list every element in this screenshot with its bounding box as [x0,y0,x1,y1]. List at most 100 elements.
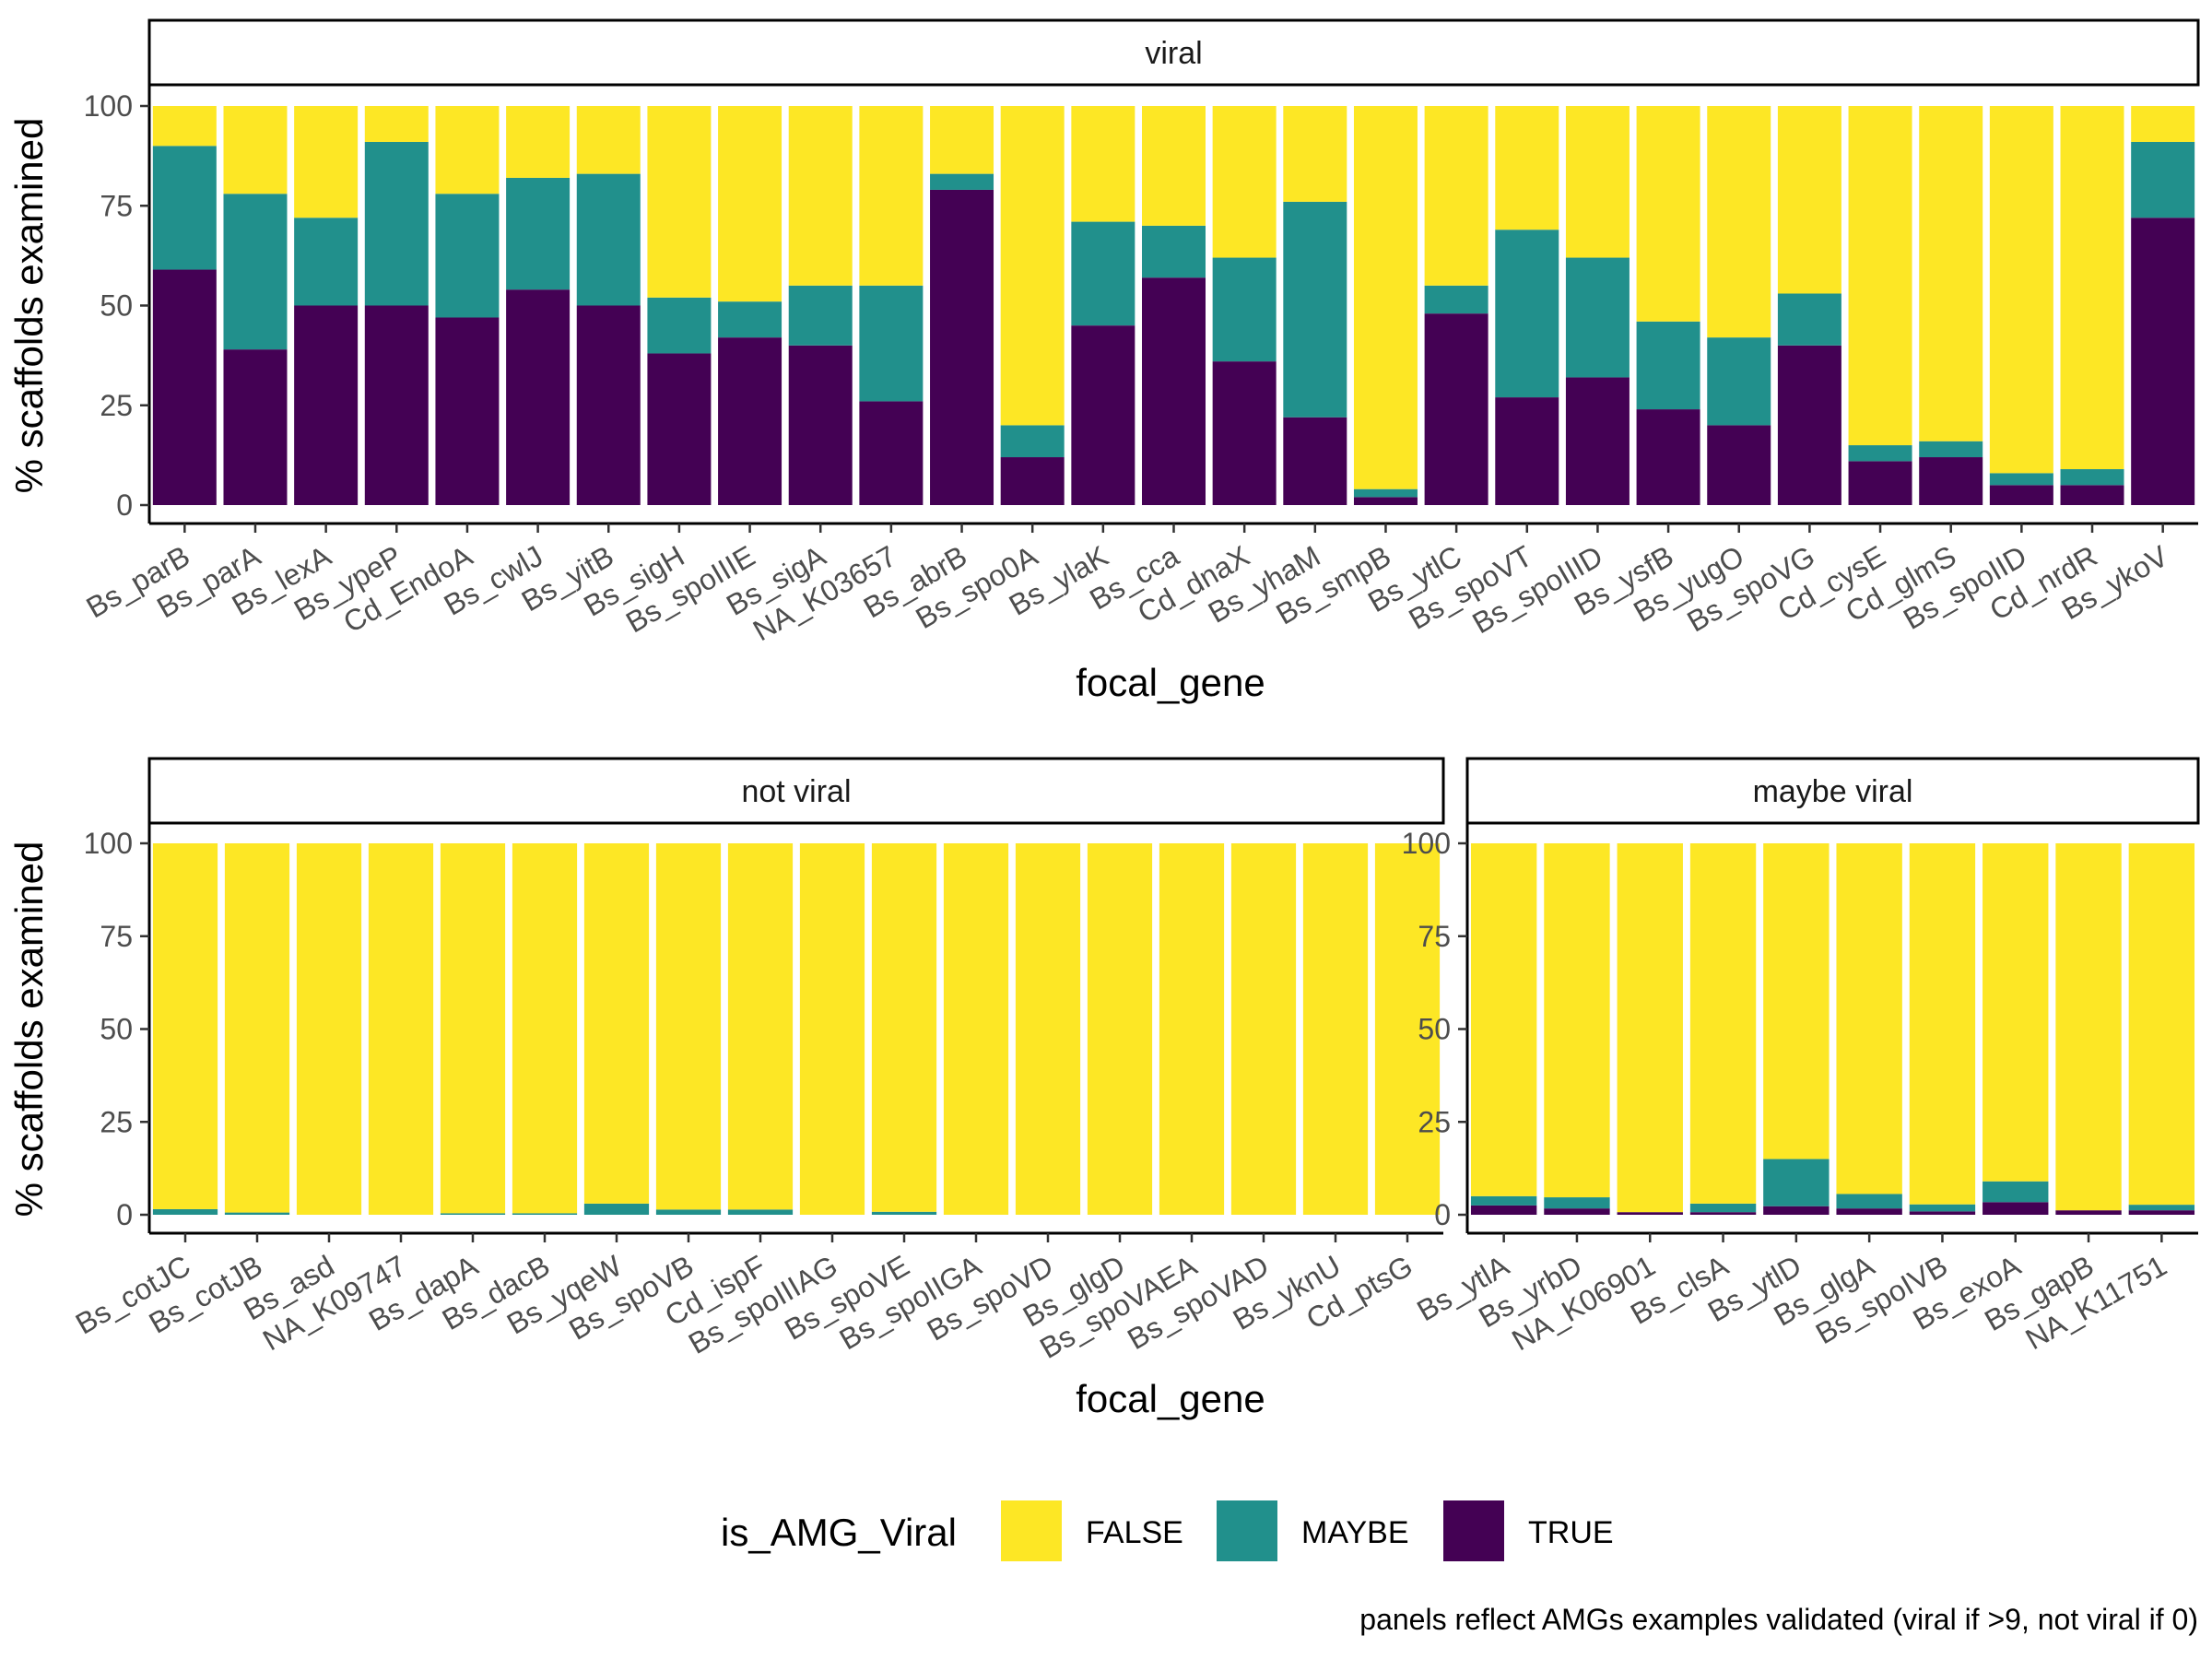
bar-segment-Bs_spoIIID-MAYBE [1565,257,1630,378]
bar-segment-Bs_glgA-MAYBE [1836,1194,1902,1209]
bar-segment-Bs_ytlC-MAYBE [1424,285,1488,314]
bar-segment-Bs_spoVG-TRUE [1777,345,1841,505]
bar-segment-Bs_cotJB-MAYBE [224,1212,290,1215]
bar-segment-Bs_spoVE-FALSE [871,843,937,1212]
bar-segment-Bs_ysfB-FALSE [1636,106,1700,322]
bar-segment-Bs_spoIVB-TRUE [1909,1211,1976,1215]
legend-label-false: FALSE [1086,1515,1183,1550]
bar-segment-Cd_nrdR-MAYBE [2060,469,2124,486]
y-tick-label: 0 [1434,1198,1451,1231]
facet-strip-label: not viral [741,774,851,809]
y-tick-label: 25 [100,1105,133,1138]
bar-segment-Bs_abrB-TRUE [930,189,994,505]
bar-segment-Bs_yugO-FALSE [1707,106,1771,338]
bar-segment-Bs_exoA-TRUE [1983,1202,2049,1215]
bar-segment-Bs_ylaK-TRUE [1071,325,1135,505]
bar-segment-Bs_lexA-FALSE [294,106,359,218]
bar-segment-Bs_ypeP-TRUE [364,305,429,505]
bar-segment-Bs_ykoV-FALSE [2131,106,2195,142]
bar-segment-Bs_dacB-MAYBE [512,1213,578,1215]
bar-segment-Cd_cysE-MAYBE [1848,445,1912,462]
bar-segment-Bs_parB-FALSE [152,106,217,147]
bar-segment-Bs_ytlA-TRUE [1470,1205,1537,1215]
bar-segment-Bs_cwlJ-MAYBE [506,177,571,290]
bar-segment-Cd_dnaX-MAYBE [1212,257,1277,362]
bar-segment-Bs_yhaM-TRUE [1283,417,1347,505]
bar-segment-Bs_dapA-MAYBE [440,1213,506,1215]
bar-segment-Bs_exoA-MAYBE [1983,1181,2049,1203]
x-axis-title: focal_gene [1076,661,1265,704]
y-tick-label: 75 [1418,920,1451,953]
bar-segment-NA_K09747-FALSE [368,843,434,1215]
bar-segment-Cd_dnaX-TRUE [1212,361,1277,505]
bar-segment-Bs_parB-MAYBE [152,146,217,270]
bar-segment-Bs_yhaM-FALSE [1283,106,1347,202]
bar-segment-Bs_yrbD-TRUE [1544,1208,1610,1215]
bar-segment-Bs_exoA-FALSE [1983,843,2049,1182]
y-tick-label: 75 [100,920,133,953]
bar-segment-Bs_spoIVB-MAYBE [1909,1204,1976,1212]
x-axis-title: focal_gene [1076,1377,1265,1420]
bar-segment-Bs_clsA-MAYBE [1689,1203,1757,1213]
bar-segment-Bs_yrbD-FALSE [1544,843,1610,1198]
bar-segment-Bs_spo0A-FALSE [1000,106,1065,426]
bar-segment-Cd_cysE-FALSE [1848,106,1912,446]
bar-segment-Bs_spoVAD-FALSE [1230,843,1297,1215]
y-tick-label: 50 [100,1013,133,1046]
bar-segment-Bs_glgA-TRUE [1836,1208,1902,1215]
bar-segment-Bs_yitB-MAYBE [576,173,641,306]
bar-segment-Bs_spo0A-MAYBE [1000,425,1065,458]
bar-segment-NA_K06901-TRUE [1617,1212,1683,1215]
panel-viral: viral0255075100Bs_parBBs_parABs_lexABs_y… [7,18,2200,704]
bar-segment-Bs_sigA-FALSE [788,106,853,286]
bar-segment-Bs_spoIIIE-FALSE [718,106,782,302]
bar-segment-Bs_spoVB-FALSE [655,843,722,1210]
bar-segment-Bs_spoIID-FALSE [1989,106,2053,474]
bar-segment-Bs_ypeP-MAYBE [364,141,429,306]
panel-maybe-viral: maybe viral0255075100Bs_ytlABs_yrbDNA_K0… [1402,757,2200,1357]
bar-segment-Bs_abrB-FALSE [930,106,994,174]
bar-segment-Bs_parA-TRUE [223,349,288,505]
bar-segment-Bs_spoVD-FALSE [1015,843,1081,1215]
legend-key-maybe [1217,1500,1277,1561]
y-axis-title: % scaffolds examined [7,118,51,494]
bar-segment-Bs_ylaK-MAYBE [1071,221,1135,326]
bar-segment-NA_K11751-MAYBE [2128,1205,2195,1211]
bar-segment-Bs_sigH-MAYBE [647,297,712,354]
bar-segment-NA_K11751-FALSE [2128,843,2195,1206]
bar-segment-Bs_ytlD-FALSE [1763,843,1830,1159]
bar-segment-Bs_glgA-FALSE [1836,843,1902,1194]
bar-segment-Bs_ytlD-MAYBE [1763,1159,1830,1206]
bar-segment-Cd_nrdR-FALSE [2060,106,2124,470]
bar-segment-Cd_cysE-TRUE [1848,461,1912,505]
bar-segment-Bs_cwlJ-TRUE [506,289,571,505]
bar-segment-Bs_ytlC-TRUE [1424,313,1488,505]
bar-segment-Bs_ylaK-FALSE [1071,106,1135,222]
bar-segment-Bs_yqeW-FALSE [583,843,650,1204]
bar-segment-Bs_cca-FALSE [1142,106,1206,226]
bar-segment-Bs_yhaM-MAYBE [1283,201,1347,418]
bar-segment-Bs_spoIIID-TRUE [1565,377,1630,505]
y-tick-label: 0 [116,1198,133,1231]
bar-segment-Bs_ytlC-FALSE [1424,106,1488,286]
bar-segment-Bs_asd-FALSE [296,843,362,1215]
y-tick-label: 100 [1402,827,1451,860]
bar-segment-Bs_lexA-MAYBE [294,218,359,306]
bar-segment-NA_K03657-FALSE [859,106,924,286]
bar-segment-Bs_ytlA-FALSE [1470,843,1537,1196]
bar-segment-Bs_ykoV-TRUE [2131,218,2195,506]
bar-segment-Bs_cotJB-FALSE [224,843,290,1213]
bar-segment-Bs_parA-FALSE [223,106,288,194]
facet-strip [1465,757,2200,825]
facet-strip [147,18,2200,87]
bar-segment-Bs_cotJC-FALSE [152,843,218,1209]
bar-segment-Bs_yitB-TRUE [576,305,641,505]
bar-segment-Cd_EndoA-FALSE [435,106,500,194]
bar-segment-Bs_cca-MAYBE [1142,225,1206,278]
panel-not-viral: not viral0255075100Bs_cotJCBs_cotJBBs_as… [7,757,1445,1420]
bar-segment-Cd_glmS-FALSE [1919,106,1983,441]
bar-segment-Bs_ysfB-MAYBE [1636,321,1700,410]
bar-segment-Bs_sigH-FALSE [647,106,712,298]
bar-segment-Bs_spoVT-MAYBE [1495,229,1559,398]
y-tick-label: 75 [100,189,133,222]
